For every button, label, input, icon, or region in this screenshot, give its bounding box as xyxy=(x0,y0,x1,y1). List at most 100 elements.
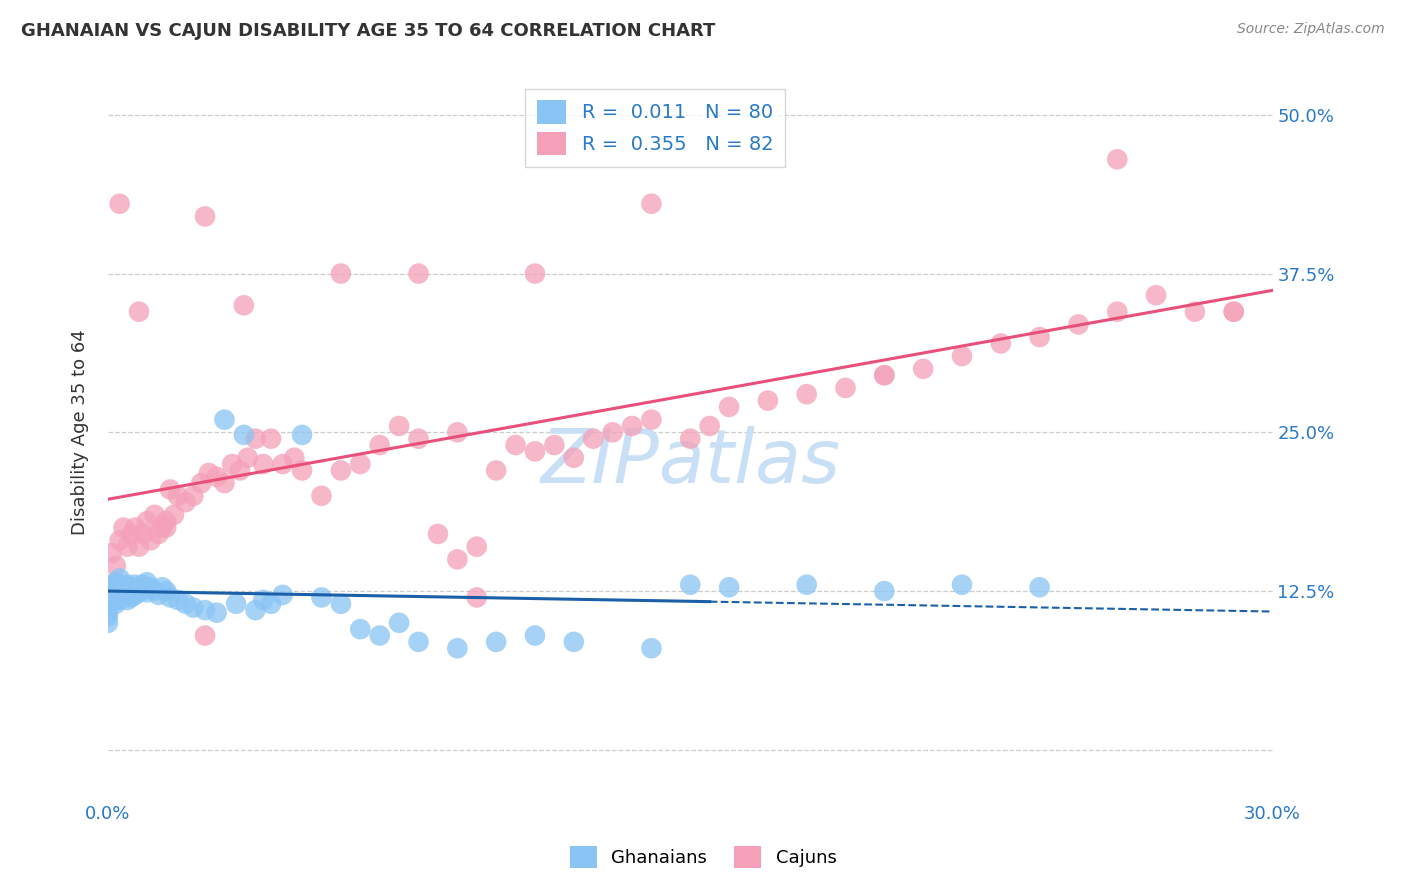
Point xyxy=(214,476,236,491)
Point xyxy=(97,597,120,611)
Point xyxy=(329,463,352,477)
Point xyxy=(120,527,142,541)
Point xyxy=(408,267,430,281)
Point xyxy=(97,588,120,602)
Point xyxy=(796,387,818,401)
Point xyxy=(108,578,131,592)
Point xyxy=(582,432,605,446)
Point xyxy=(229,463,252,477)
Point xyxy=(221,457,243,471)
Point xyxy=(117,593,139,607)
Point xyxy=(236,450,259,465)
Point xyxy=(1107,153,1129,167)
Point xyxy=(167,489,190,503)
Point xyxy=(155,514,177,528)
Point xyxy=(524,628,547,642)
Point xyxy=(104,580,127,594)
Point xyxy=(834,381,856,395)
Point xyxy=(108,582,131,597)
Point xyxy=(117,584,139,599)
Point xyxy=(128,585,150,599)
Point xyxy=(163,508,186,522)
Point xyxy=(796,578,818,592)
Point xyxy=(602,425,624,440)
Point xyxy=(245,432,267,446)
Point xyxy=(112,591,135,605)
Point xyxy=(183,600,205,615)
Point xyxy=(167,593,190,607)
Point xyxy=(291,428,314,442)
Point xyxy=(155,584,177,599)
Point xyxy=(124,578,146,592)
Point xyxy=(97,606,120,620)
Point xyxy=(101,588,124,602)
Point xyxy=(194,210,217,224)
Point xyxy=(214,412,236,426)
Point xyxy=(524,267,547,281)
Point xyxy=(873,368,896,383)
Point xyxy=(159,591,181,605)
Point xyxy=(485,635,508,649)
Point xyxy=(950,578,973,592)
Point xyxy=(97,584,120,599)
Point xyxy=(562,450,585,465)
Point xyxy=(679,578,702,592)
Point xyxy=(97,609,120,624)
Point xyxy=(388,419,411,434)
Point xyxy=(718,400,741,414)
Point xyxy=(408,432,430,446)
Point xyxy=(271,588,294,602)
Point xyxy=(1028,580,1050,594)
Legend: R =  0.011   N = 80, R =  0.355   N = 82: R = 0.011 N = 80, R = 0.355 N = 82 xyxy=(526,88,785,167)
Point xyxy=(1067,318,1090,332)
Point xyxy=(756,393,779,408)
Point xyxy=(135,575,157,590)
Point xyxy=(104,575,127,590)
Point xyxy=(198,466,221,480)
Point xyxy=(117,540,139,554)
Point xyxy=(699,419,721,434)
Point xyxy=(148,588,170,602)
Point xyxy=(232,298,254,312)
Point xyxy=(446,552,468,566)
Point xyxy=(225,597,247,611)
Point xyxy=(108,571,131,585)
Point xyxy=(108,533,131,548)
Point xyxy=(621,419,644,434)
Point xyxy=(104,584,127,599)
Point xyxy=(148,527,170,541)
Point xyxy=(194,603,217,617)
Point xyxy=(311,591,333,605)
Point xyxy=(1222,304,1244,318)
Point xyxy=(271,457,294,471)
Point xyxy=(150,520,173,534)
Point xyxy=(150,580,173,594)
Point xyxy=(232,428,254,442)
Point xyxy=(912,362,935,376)
Point xyxy=(446,641,468,656)
Point xyxy=(108,196,131,211)
Point xyxy=(349,457,371,471)
Point xyxy=(132,527,155,541)
Point xyxy=(190,476,212,491)
Point xyxy=(108,593,131,607)
Point xyxy=(139,533,162,548)
Point xyxy=(1222,304,1244,318)
Point xyxy=(108,588,131,602)
Point xyxy=(245,603,267,617)
Point xyxy=(104,588,127,602)
Point xyxy=(505,438,527,452)
Point xyxy=(101,584,124,599)
Point xyxy=(1184,304,1206,318)
Point xyxy=(101,593,124,607)
Point xyxy=(159,483,181,497)
Point xyxy=(329,267,352,281)
Point xyxy=(124,582,146,597)
Point xyxy=(873,368,896,383)
Point xyxy=(112,585,135,599)
Point xyxy=(283,450,305,465)
Point xyxy=(718,580,741,594)
Point xyxy=(104,558,127,573)
Point xyxy=(485,463,508,477)
Point xyxy=(349,622,371,636)
